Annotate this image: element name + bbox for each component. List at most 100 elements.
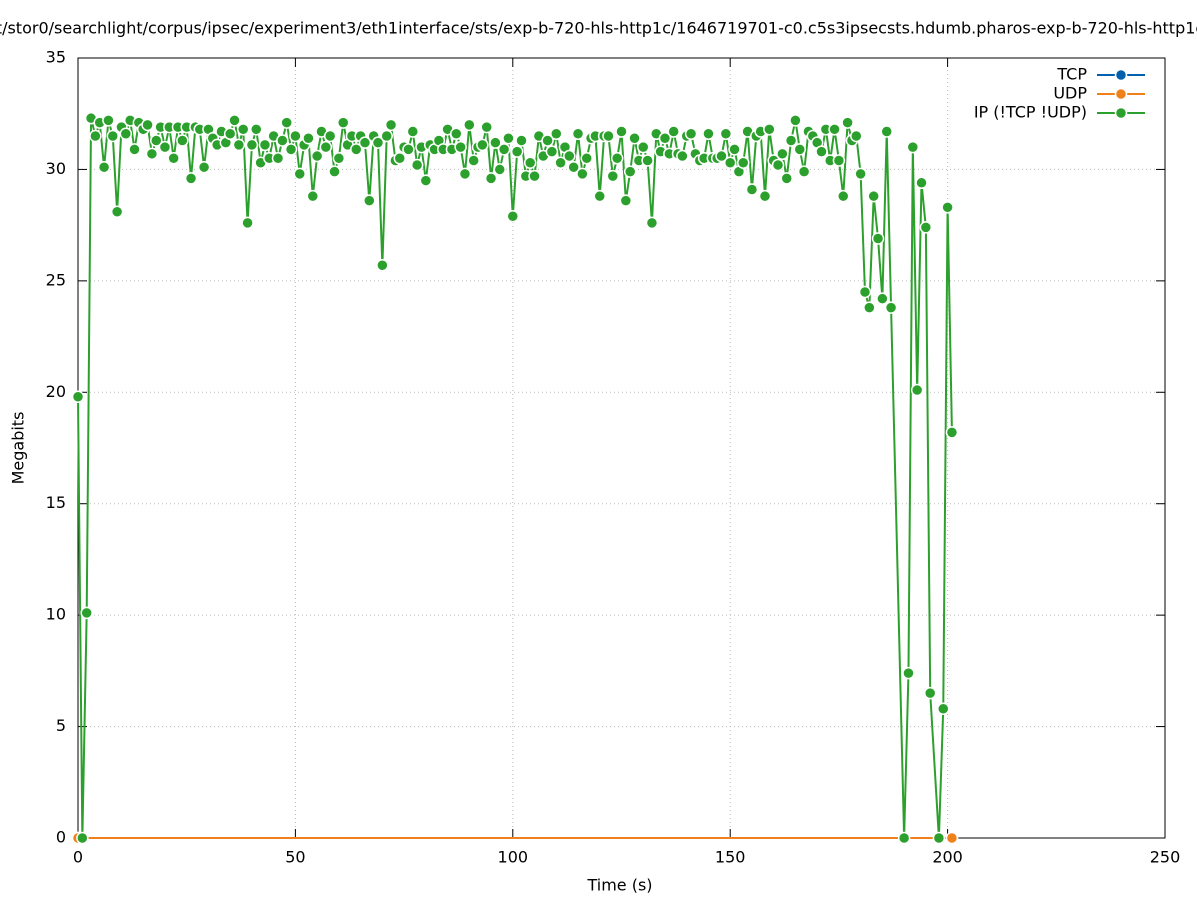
data-point [723, 156, 737, 169]
y-axis-label: Megabits [9, 412, 28, 485]
data-point [167, 152, 180, 165]
data-point [832, 154, 846, 167]
data-point [545, 145, 559, 158]
data-point [380, 129, 393, 143]
data-point [363, 194, 376, 207]
y-tick-label: 30 [46, 159, 66, 178]
data-point [919, 221, 933, 234]
x-tick-label: 200 [932, 848, 963, 867]
data-point [797, 165, 811, 178]
data-point [554, 156, 567, 169]
data-point [567, 160, 580, 174]
data-point [945, 831, 959, 845]
data-point [615, 125, 628, 138]
data-point [728, 143, 741, 156]
data-point [658, 131, 672, 145]
data-point [463, 118, 476, 132]
data-point [119, 127, 133, 141]
data-point [458, 167, 472, 181]
data-point [902, 666, 915, 680]
data-point [228, 114, 241, 127]
data-point [906, 140, 920, 154]
x-tick-label: 250 [1150, 848, 1181, 867]
data-point [371, 136, 385, 149]
data-point [410, 158, 424, 172]
data-point [771, 158, 785, 172]
data-point [628, 131, 641, 145]
data-point [610, 152, 624, 165]
legend-marker [1114, 106, 1128, 120]
data-point [97, 160, 111, 174]
data-point [284, 143, 298, 156]
data-point [236, 123, 250, 136]
y-tick-label: 25 [46, 270, 66, 289]
y-tick-label: 35 [46, 48, 66, 67]
data-point [510, 145, 524, 158]
data-point [941, 201, 954, 214]
data-point [241, 216, 254, 230]
data-point [71, 390, 85, 403]
x-tick-label: 50 [285, 848, 305, 867]
data-point [836, 189, 850, 203]
data-point [484, 172, 498, 185]
data-point [245, 138, 259, 152]
data-point [332, 152, 346, 165]
data-point [528, 169, 541, 183]
y-tick-label: 15 [46, 493, 66, 512]
data-point [676, 149, 689, 163]
data-point [937, 702, 950, 715]
data-point [702, 127, 715, 141]
data-point [467, 154, 480, 167]
data-point [419, 174, 433, 187]
data-point [293, 167, 306, 181]
data-point [854, 167, 867, 181]
data-point [506, 209, 520, 223]
data-point [867, 189, 880, 203]
data-point [493, 163, 507, 176]
data-point [841, 116, 854, 129]
data-point [258, 138, 272, 152]
data-point [480, 120, 493, 134]
data-point [623, 165, 637, 178]
data-point [323, 129, 337, 143]
data-point [502, 131, 515, 145]
y-tick-label: 20 [46, 382, 66, 401]
data-point [271, 152, 285, 165]
data-point [793, 143, 807, 156]
data-point [593, 189, 607, 203]
data-point [384, 118, 398, 132]
data-point [150, 134, 163, 147]
data-point [897, 831, 911, 845]
data-point [406, 125, 420, 138]
data-point [476, 138, 489, 152]
data-point [102, 114, 115, 127]
legend-marker [1114, 87, 1128, 101]
data-point [89, 129, 102, 143]
data-point [497, 143, 511, 156]
data-point [602, 129, 615, 143]
legend-label: IP (!TCP !UDP) [974, 103, 1087, 122]
data-point [158, 140, 172, 154]
data-point [289, 129, 302, 143]
data-point [932, 831, 946, 845]
series-line [77, 117, 953, 839]
data-point [145, 147, 159, 161]
data-point [450, 127, 463, 141]
data-point [106, 129, 120, 143]
data-point [563, 149, 576, 163]
y-tick-label: 5 [56, 716, 66, 735]
data-point [945, 426, 959, 439]
data-point [541, 134, 554, 147]
data-point [858, 285, 872, 299]
data-point [880, 125, 893, 138]
data-point [280, 116, 293, 129]
x-axis-label: Time (s) [586, 876, 652, 895]
data-point [763, 123, 776, 136]
data-point [310, 149, 324, 163]
data-point [776, 147, 789, 161]
data-point [580, 152, 593, 165]
x-tick-label: 150 [715, 848, 746, 867]
data-point [719, 127, 733, 141]
data-point [784, 134, 798, 147]
